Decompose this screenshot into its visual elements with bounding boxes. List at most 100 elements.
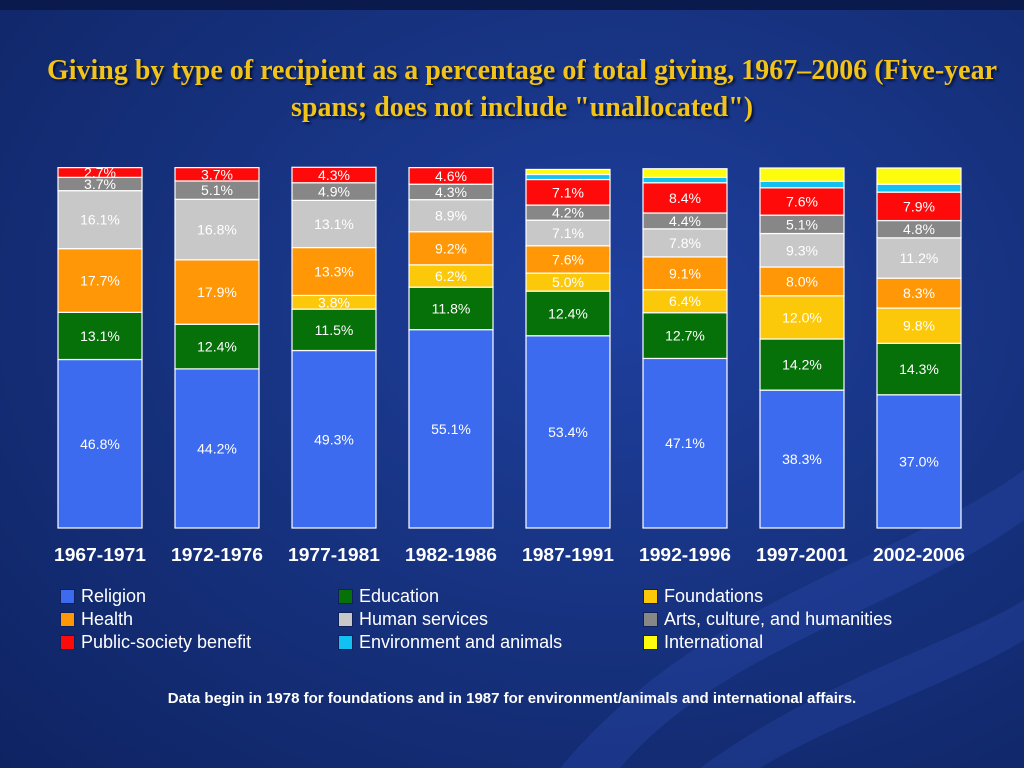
bar-segment — [642, 312, 728, 360]
bar-segment — [174, 259, 260, 325]
bar-segment — [174, 368, 260, 529]
bar-segment — [876, 237, 962, 279]
data-label: 4.8% — [903, 221, 935, 237]
legend-label: Public-society benefit — [81, 632, 252, 652]
x-tick-label: 1982-1986 — [405, 545, 497, 565]
bar-segment — [876, 191, 962, 222]
bar-segment — [642, 256, 728, 291]
data-label: 5.1% — [786, 216, 818, 232]
data-label: 46.8% — [80, 436, 120, 452]
legend-swatch — [338, 612, 353, 627]
data-label: 5.0% — [552, 274, 584, 290]
x-tick-label: 1977-1981 — [288, 545, 380, 565]
data-label: 3.7% — [201, 166, 233, 182]
bar-segment — [291, 199, 377, 249]
x-tick-label: 1997-2001 — [756, 545, 848, 565]
x-tick-label: 2002-2006 — [873, 545, 965, 565]
legend-label: Foundations — [664, 586, 764, 606]
data-label: 7.1% — [552, 184, 584, 200]
bar-segment — [525, 335, 611, 529]
data-label: 9.8% — [903, 318, 935, 334]
data-label: 3.7% — [84, 176, 116, 192]
legend-swatch — [643, 612, 658, 627]
bar-segment — [408, 286, 494, 331]
bar-segment — [291, 349, 377, 529]
data-label: 13.1% — [80, 328, 120, 344]
bar-segment — [642, 168, 728, 178]
data-label: 6.4% — [669, 293, 701, 309]
legend-label: Education — [359, 586, 440, 606]
bar-segment — [759, 389, 845, 529]
data-label: 7.9% — [903, 198, 935, 214]
data-label: 4.3% — [318, 167, 350, 183]
data-label: 9.3% — [786, 242, 818, 258]
bar-segment — [759, 295, 845, 340]
segment-labels-group: 46.8%13.1%17.7%16.1%3.7%2.7%44.2%12.4%17… — [80, 165, 939, 470]
bar-segment — [291, 308, 377, 352]
data-label: 11.8% — [432, 300, 471, 316]
bar-segment — [408, 329, 494, 529]
data-label: 13.1% — [314, 216, 354, 232]
data-label: 55.1% — [431, 421, 471, 437]
bar-segment — [57, 248, 143, 313]
bar-segment — [291, 246, 377, 297]
bar-segment — [525, 178, 611, 206]
data-label: 8.9% — [435, 208, 467, 224]
bar-segment — [642, 228, 728, 258]
bar-segment — [525, 219, 611, 247]
bar-segment — [876, 167, 962, 185]
data-label: 47.1% — [665, 435, 705, 451]
bar-segment — [525, 245, 611, 274]
data-label: 11.5% — [315, 322, 354, 338]
legend-swatch — [60, 589, 75, 604]
bar-segment — [525, 168, 611, 176]
bar-segment — [759, 180, 845, 189]
legend-swatch — [60, 612, 75, 627]
bar-segment — [525, 290, 611, 337]
bar-segment — [408, 167, 494, 185]
data-label: 4.2% — [552, 205, 584, 221]
legend-label: Religion — [81, 586, 147, 606]
data-label: 8.4% — [669, 190, 701, 206]
data-label: 3.8% — [318, 294, 350, 310]
data-label: 7.1% — [552, 225, 584, 241]
bar-segment — [642, 176, 728, 184]
data-label: 13.3% — [314, 264, 354, 280]
data-label: 12.4% — [197, 339, 237, 355]
data-label: 12.0% — [782, 309, 822, 325]
bar-segment — [759, 232, 845, 268]
bar-segment — [759, 266, 845, 297]
data-label: 12.4% — [548, 305, 588, 321]
bar-segment — [174, 167, 260, 182]
x-tick-label: 1987-1991 — [522, 545, 614, 565]
x-tick-label: 1967-1971 — [54, 545, 146, 565]
data-label: 2.7% — [84, 165, 116, 181]
data-label: 4.4% — [669, 213, 701, 229]
data-label: 9.2% — [435, 240, 467, 256]
data-label: 5.1% — [201, 182, 233, 198]
legend-label: Human services — [359, 609, 489, 629]
bar-segment — [876, 342, 962, 396]
data-label: 12.7% — [665, 328, 705, 344]
bar-segment — [291, 166, 377, 184]
bar-segment — [759, 338, 845, 391]
data-label: 4.6% — [435, 168, 467, 184]
legend-swatch — [643, 635, 658, 650]
bar-segment — [876, 277, 962, 309]
top-band — [0, 0, 1024, 10]
bar-segment — [759, 167, 845, 182]
footnote: Data begin in 1978 for foundations and i… — [167, 690, 857, 707]
bar-segment — [57, 167, 143, 178]
bar-segment — [174, 198, 260, 261]
bar-segment — [876, 307, 962, 344]
data-label: 17.9% — [197, 284, 237, 300]
legend-label: Health — [81, 609, 134, 629]
bar-segment — [642, 357, 728, 529]
data-label: 49.3% — [314, 431, 354, 447]
data-label: 7.6% — [552, 251, 584, 267]
bar-segment — [57, 358, 143, 529]
data-label: 6.2% — [435, 268, 467, 284]
data-label: 8.3% — [903, 285, 935, 301]
data-label: 8.0% — [786, 273, 818, 289]
